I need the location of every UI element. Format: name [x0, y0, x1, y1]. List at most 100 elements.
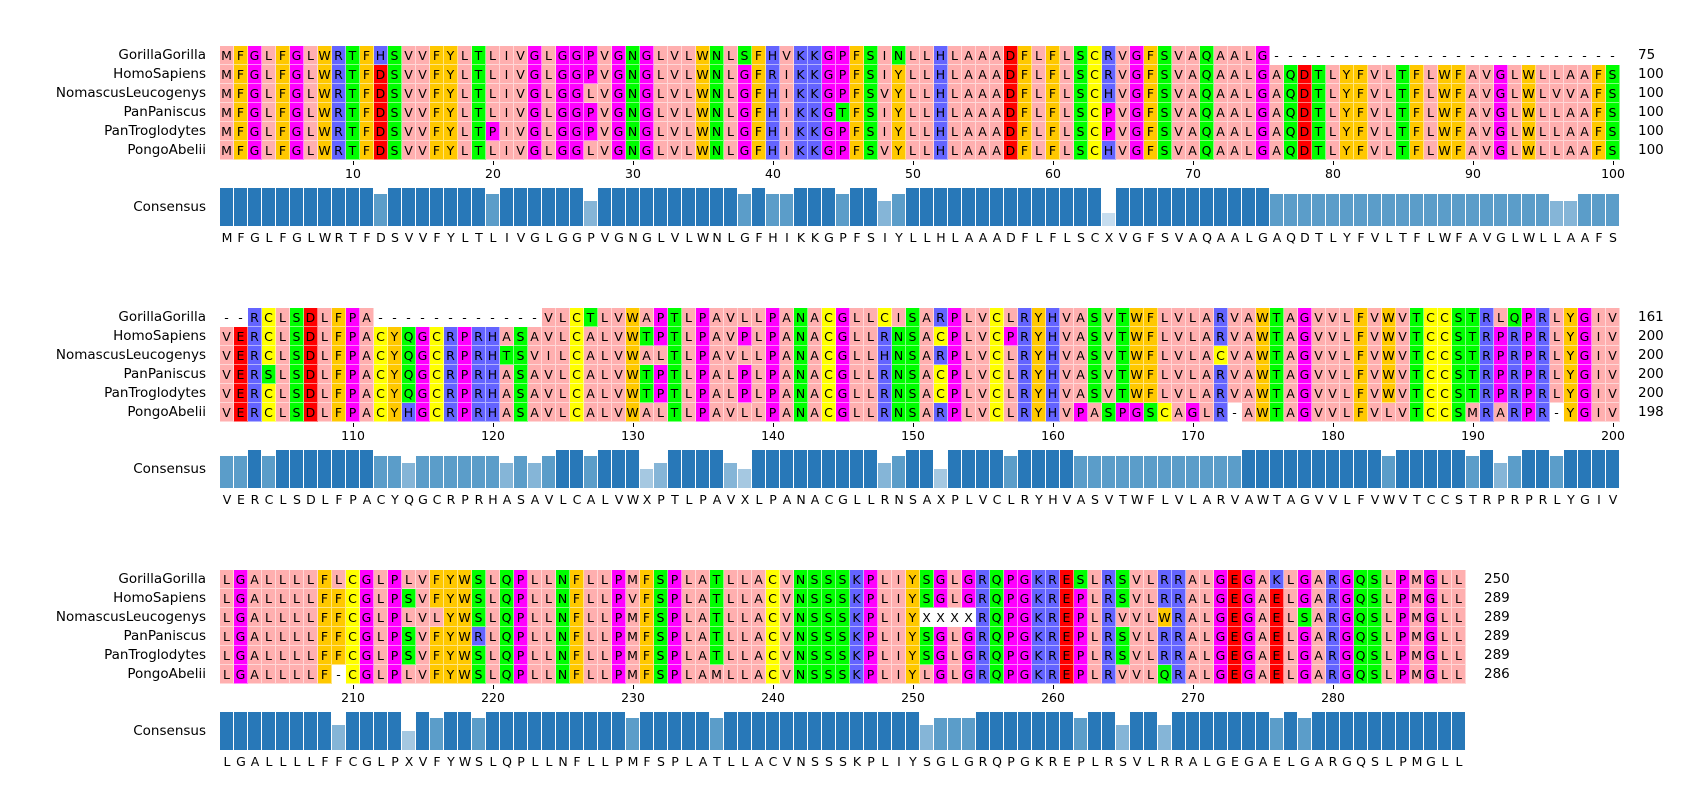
- residue-cell: T: [1270, 403, 1284, 422]
- residue-cell: V: [724, 327, 738, 346]
- consensus-bar: [570, 450, 584, 488]
- residue-cell: L: [738, 665, 752, 684]
- residue-cell: L: [542, 646, 556, 665]
- residue-cell: T: [1466, 327, 1480, 346]
- residue-cell: S: [1452, 403, 1466, 422]
- residue-cell: A: [752, 608, 766, 627]
- tick-row-spacer: [14, 160, 220, 184]
- residue-cell: L: [920, 103, 934, 122]
- tick-mark: [632, 685, 634, 689]
- consensus-letter: A: [964, 230, 974, 245]
- residue-cell: L: [724, 141, 738, 160]
- residue-cell: F: [1452, 141, 1466, 160]
- residue-cell: V: [1396, 346, 1410, 365]
- consensus-letter: Q: [1356, 754, 1366, 769]
- residue-cell: C: [262, 403, 276, 422]
- residue-cell: G: [1494, 84, 1508, 103]
- residue-cell: R: [472, 365, 486, 384]
- residue-cell: V: [1130, 608, 1144, 627]
- residue-cell: T: [1410, 346, 1424, 365]
- residue-cell: L: [374, 589, 388, 608]
- residue-cell: P: [864, 589, 878, 608]
- consensus-letter: R: [1328, 754, 1338, 769]
- residue-cell: A: [1088, 403, 1102, 422]
- residue-cell: C: [346, 570, 360, 589]
- residue-cell: G: [1340, 646, 1354, 665]
- consensus-bar: [1326, 194, 1340, 226]
- residue-cell: V: [612, 346, 626, 365]
- residue-cell: L: [486, 589, 500, 608]
- residue-cell: F: [1144, 46, 1158, 65]
- residue-cell: L: [1242, 103, 1256, 122]
- residue-cell: T: [472, 65, 486, 84]
- consensus-letter: L: [685, 230, 693, 245]
- residue-cell: P: [584, 122, 598, 141]
- consensus-bar: [1074, 188, 1088, 226]
- residue-cell: V: [1172, 103, 1186, 122]
- tick-label: 80: [1325, 166, 1341, 181]
- residue-cell: L: [724, 103, 738, 122]
- residue-cell: E: [1228, 589, 1242, 608]
- consensus-letter: L: [1441, 754, 1449, 769]
- residue-cell: L: [1060, 65, 1074, 84]
- residue-cell: L: [262, 646, 276, 665]
- residue-cell: V: [1480, 65, 1494, 84]
- consensus-letter: G: [292, 230, 302, 245]
- residue-cell: S: [836, 665, 850, 684]
- residue-cell: A: [1228, 46, 1242, 65]
- consensus-letter: A: [530, 492, 540, 507]
- residue-cell: G: [1242, 646, 1256, 665]
- residue-cell: -: [1270, 46, 1284, 65]
- residue-cell: G: [570, 103, 584, 122]
- residue-cell: A: [990, 122, 1004, 141]
- residue-cell: A: [780, 403, 794, 422]
- residue-cell: H: [1046, 327, 1060, 346]
- consensus-bar: [444, 712, 458, 750]
- residue-cell: A: [1074, 346, 1088, 365]
- residue-cell: L: [374, 665, 388, 684]
- consensus-letter: R: [250, 492, 260, 507]
- consensus-letter: P: [1497, 492, 1505, 507]
- residue-cell: G: [612, 84, 626, 103]
- residue-cell: L: [850, 403, 864, 422]
- residue-cell: L: [584, 589, 598, 608]
- residue-cell: A: [976, 141, 990, 160]
- residue-cell: T: [1116, 384, 1130, 403]
- residue-cell: L: [1032, 84, 1046, 103]
- residue-cell: Q: [1284, 65, 1298, 84]
- consensus-letter: T: [671, 492, 679, 507]
- residue-cell: F: [752, 65, 766, 84]
- consensus-letter: T: [1119, 492, 1127, 507]
- residue-cell: L: [1438, 627, 1452, 646]
- consensus-letter: V: [1608, 492, 1618, 507]
- residue-cell: L: [1536, 84, 1550, 103]
- residue-cell: Y: [906, 570, 920, 589]
- consensus-letter: L: [1385, 230, 1393, 245]
- residue-cell: L: [752, 365, 766, 384]
- consensus-bar: [220, 712, 234, 750]
- residue-cell: Y: [906, 665, 920, 684]
- residue-cell: S: [1606, 65, 1620, 84]
- consensus-letter: C: [1090, 230, 1100, 245]
- residue-cell: W: [696, 46, 710, 65]
- residue-cell: L: [598, 365, 612, 384]
- consensus-letter: L: [741, 754, 749, 769]
- residue-cell: Y: [1032, 346, 1046, 365]
- residue-cell: L: [1144, 646, 1158, 665]
- residue-cell: V: [1606, 308, 1620, 327]
- residue-cell: H: [486, 403, 500, 422]
- residue-cell: G: [528, 46, 542, 65]
- sequence-row: PanPaniscus V E R S L S D L F P A C Y Q G C R P R H A S A V L C A L V…: [14, 365, 1708, 384]
- residue-cell: Y: [444, 646, 458, 665]
- consensus-bar: [542, 188, 556, 226]
- residue-cell: G: [1298, 403, 1312, 422]
- residue-cell: A: [1284, 384, 1298, 403]
- consensus-bar: [1340, 450, 1354, 488]
- residue-cell: C: [346, 646, 360, 665]
- residue-cell: L: [654, 84, 668, 103]
- residue-cell: L: [1158, 365, 1172, 384]
- tick-label: 220: [481, 690, 505, 705]
- residue-cell: T: [1116, 346, 1130, 365]
- consensus-bar: [626, 188, 640, 226]
- residue-cell: V: [976, 327, 990, 346]
